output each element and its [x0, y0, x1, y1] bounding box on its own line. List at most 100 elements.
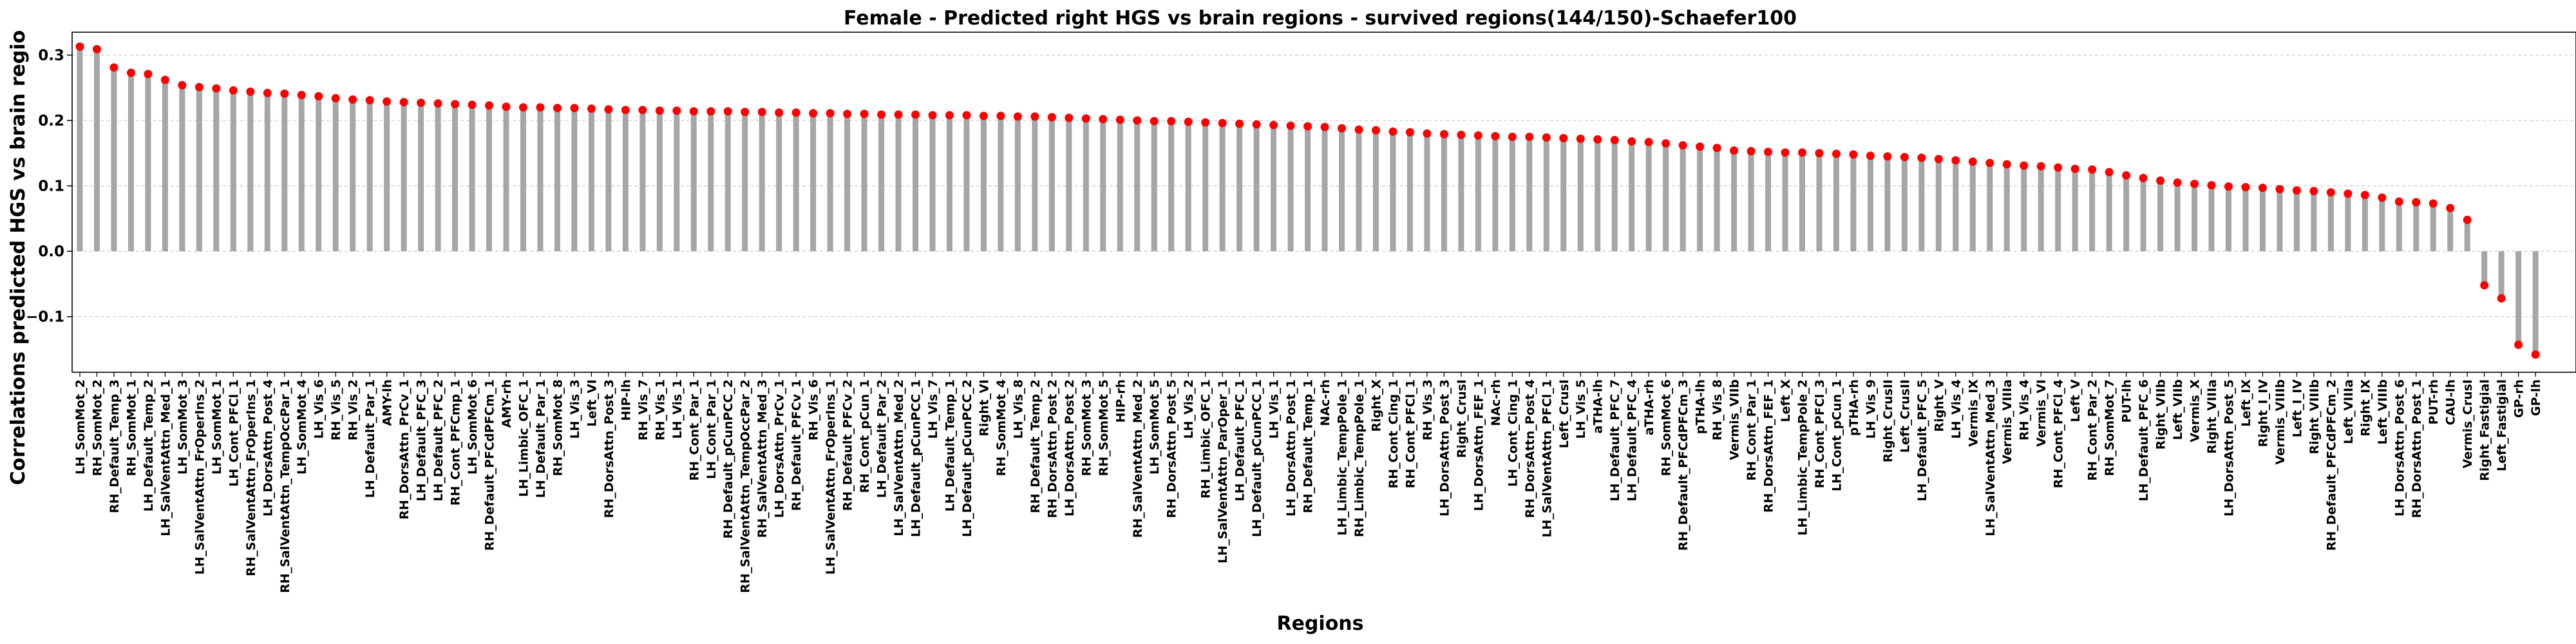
x-tick-label: LH_Default_PFC_6: [2137, 379, 2151, 501]
point-RH_Cont_Cing_1: [1388, 127, 1397, 136]
x-tick-label: RH_DorsAttn_Post_3: [602, 379, 616, 518]
point-RH_Default_PFCdPFCm_2: [2326, 188, 2335, 197]
chart-title: Female - Predicted right HGS vs brain re…: [844, 7, 1797, 30]
y-tick-label: 0.1: [38, 178, 64, 195]
x-tick-label: LH_Vis_8: [1011, 379, 1025, 439]
point-RH_SomMot_5: [1099, 115, 1108, 124]
x-tick-label: LH_Default_Par_1: [534, 379, 548, 498]
x-tick-label: RH_Default_Temp_1: [1302, 379, 1316, 513]
point-Right_V: [1934, 155, 1943, 164]
x-tick-label: LH_Vis_5: [1574, 379, 1588, 439]
x-tick-label: RH_SalVentAttn_TempOccPar_2: [739, 379, 753, 593]
x-tick-label: LH_Default_PFC_2: [431, 379, 446, 501]
x-tick-label: Right_V: [1932, 379, 1946, 432]
x-tick-label: AMY-lh: [381, 379, 395, 426]
x-tick-label: LH_Vis_2: [1182, 379, 1196, 439]
x-tick-label: LH_Default_Par_1: [363, 379, 377, 498]
point-LH_SalVentAttn_Med_1: [160, 75, 169, 84]
x-tick-label: RH_Default_Temp_3: [108, 379, 122, 513]
point-LH_SomMot_6: [468, 100, 477, 109]
x-tick-label: LH_DorsAttn_Post_4: [261, 379, 275, 516]
point-CAU-lh: [2446, 204, 2455, 213]
point-LH_Default_PFC_1: [1235, 119, 1244, 128]
x-tick-label: RH_DorsAttn_Post_2: [1045, 379, 1059, 518]
x-tick-label: LH_SalVentAttn_Med_1: [158, 379, 173, 536]
point-LH_Cont_PFCl_1: [229, 86, 238, 95]
point-RH_Cont_PFCl_1: [1405, 128, 1414, 137]
point-PUT-lh: [2122, 171, 2131, 180]
point-aTHA-rh: [1644, 138, 1653, 147]
x-tick-label: pTHA-lh: [1694, 379, 1708, 434]
point-LH_Cont_Cing_1: [1508, 132, 1517, 141]
x-tick-label: RH_Default_PFCdPFCm_2: [2324, 379, 2338, 551]
point-RH_Cont_PFCl_4: [2054, 163, 2063, 172]
point-LH_SomMot_2: [75, 42, 84, 51]
point-RH_SomMot_8: [553, 104, 562, 113]
point-RH_Vis_2: [348, 95, 357, 104]
x-tick-label: RH_DorsAttn_Post_1: [2410, 379, 2424, 518]
point-Vermis_VIIIa: [2002, 160, 2011, 169]
x-tick-label: LH_Default_PFC_4: [1625, 379, 1640, 501]
x-tick-label: LH_Default_Temp_2: [142, 379, 156, 511]
point-AMY-lh: [383, 97, 392, 106]
x-tick-label: LH_Limbic_TempPole_2: [1795, 379, 1810, 536]
point-LH_Default_Par_1: [536, 103, 545, 112]
point-Right_VIIIa: [2207, 181, 2216, 190]
point-LH_SomMot_1: [212, 84, 221, 93]
point-RH_Default_pCunPCC_2: [723, 107, 732, 116]
x-tick-label: LH_SalVentAttn_Med_2: [892, 379, 906, 536]
point-LH_Cont_pCun_1: [1832, 149, 1841, 158]
x-tick-label: LH_Default_PFC_7: [1608, 379, 1622, 501]
x-tick-label: RH_SalVentAttn_TempOccPar_1: [278, 379, 292, 593]
x-tick-label: aTHA-rh: [1642, 379, 1656, 435]
point-LH_Limbic_OFC_1: [518, 103, 527, 112]
point-LH_Limbic_TempPole_2: [1797, 148, 1806, 157]
point-Right_Fastigial: [2480, 281, 2489, 290]
x-tick-label: LH_Default_Temp_1: [943, 379, 957, 511]
x-tick-label: LH_SalVentAttn_FrOperIns_2: [193, 379, 207, 574]
x-tick-label: Right_Fastigial: [2478, 379, 2492, 481]
point-RH_DorsAttn_Post_1: [2412, 198, 2421, 207]
x-tick-label: Vermis_VIIIa: [2000, 379, 2014, 464]
x-tick-label: LH_Cont_Par_1: [705, 379, 719, 479]
point-RH_SomMot_7: [2105, 167, 2114, 176]
x-tick-label: LH_SalVentAttn_PFCl_1: [1540, 379, 1554, 538]
x-tick-label: HIP-lh: [619, 379, 633, 421]
point-Vermis_VI: [2036, 162, 2045, 171]
x-tick-label: Right_X: [1369, 379, 1383, 432]
point-RH_Cont_Par_2: [2088, 165, 2097, 174]
point-RH_Cont_PFCl_3: [1815, 149, 1824, 158]
point-RH_Vis_8: [1712, 144, 1721, 153]
point-LH_DorsAttn_Post_3: [1439, 129, 1448, 138]
point-RH_Default_PFCv_1: [791, 108, 800, 117]
x-tick-label: RH_DorsAttn_Post_5: [1165, 379, 1179, 518]
y-axis-label: Correlations predicted HGS vs brain regi…: [7, 30, 30, 486]
point-Vermis_CrusI: [2463, 215, 2472, 224]
point-LH_Limbic_TempPole_1: [1338, 124, 1347, 133]
stems: [77, 46, 2539, 355]
point-Right_VI: [979, 111, 988, 120]
point-RH_Cont_PFCmp_1: [451, 100, 460, 109]
x-tick-label: LH_Cont_pCun_1: [1830, 379, 1844, 491]
point-LH_DorsAttn_Post_6: [2394, 197, 2403, 206]
x-tick-label: LH_Default_pCunPCC_1: [909, 379, 923, 537]
x-tick-label: NAc-rh: [1489, 379, 1503, 426]
x-tick-label: LH_SomMot_5: [1148, 379, 1162, 475]
point-LH_SomMot_4: [297, 90, 306, 99]
x-tick-label: RH_SomMot_6: [1660, 379, 1674, 476]
x-tick-label: LH_Vis_3: [568, 379, 582, 439]
point-Left_VIIb: [2173, 178, 2182, 187]
point-LH_Default_Temp_1: [945, 111, 954, 120]
x-tick-label: RH_Vis_4: [2018, 379, 2032, 440]
point-Left_IX: [2241, 183, 2250, 192]
point-LH_Default_PFC_2: [433, 99, 442, 108]
x-tick-label: RH_Cont_PFCl_4: [2052, 379, 2066, 488]
point-Left_VIIIa: [2344, 189, 2353, 198]
x-tick-label: LH_DorsAttn_PrCv_1: [773, 379, 787, 518]
point-RH_DorsAttn_Post_4: [1525, 132, 1534, 141]
point-LH_Vis_5: [1576, 135, 1585, 144]
x-axis-label: Regions: [1276, 612, 1363, 635]
point-RH_Vis_4: [2020, 161, 2029, 170]
point-RH_DorsAttn_Post_5: [1167, 117, 1176, 126]
